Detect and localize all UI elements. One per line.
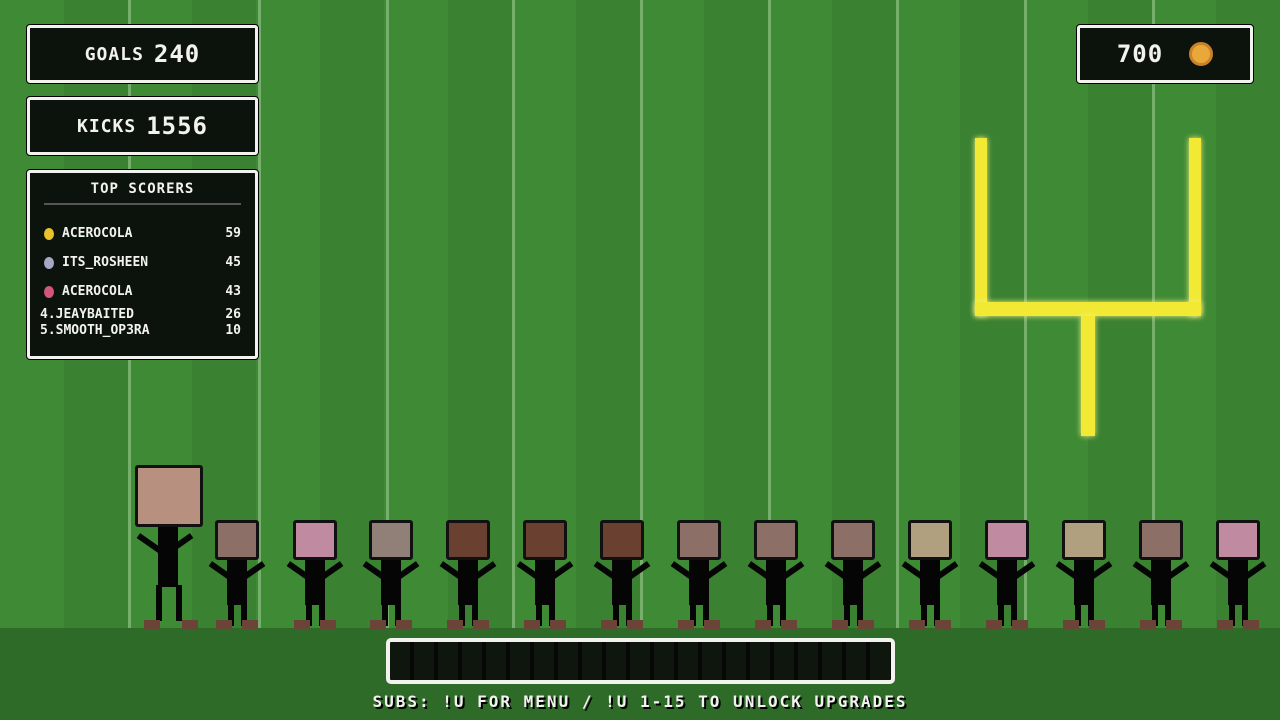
shoe: [1140, 620, 1156, 629]
gold-coin-icon: [1189, 42, 1214, 66]
shoe: [1166, 620, 1182, 629]
player-face: [677, 520, 721, 560]
yard-line: [896, 0, 899, 630]
shoe: [935, 620, 951, 629]
player-face: [523, 520, 567, 560]
player: [978, 520, 1036, 630]
shoe: [144, 620, 160, 629]
scorer-score: 45: [225, 255, 241, 270]
player-face: [831, 520, 875, 560]
goals-label: GOALS: [84, 43, 144, 65]
shoe: [832, 620, 848, 629]
kicks-panel: KICKS 1556: [27, 97, 258, 155]
player: [824, 520, 882, 630]
kicks-value: 1556: [146, 112, 208, 140]
shoe: [320, 620, 336, 629]
shoe: [986, 620, 1002, 629]
kick-progress-bar: [386, 638, 895, 684]
coins-value: 700: [1116, 40, 1164, 68]
shoe: [447, 620, 463, 629]
goals-value: 240: [153, 40, 201, 68]
shoe: [294, 620, 310, 629]
player: [1132, 520, 1190, 630]
shoe: [781, 620, 797, 629]
scorer-name: ACEROCOLA: [62, 284, 133, 299]
medal-icon: [44, 227, 54, 240]
player: [439, 520, 497, 630]
player: [135, 465, 203, 630]
player-face: [600, 520, 644, 560]
scorer-name: ITS_ROSHEEN: [62, 255, 149, 270]
player-face: [1062, 520, 1106, 560]
shoe: [216, 620, 232, 629]
player-face: [908, 520, 952, 560]
scorer-score: 10: [225, 322, 241, 338]
coins-panel: 700: [1077, 25, 1253, 83]
top-scorers-title: TOP SCORERS: [44, 181, 241, 205]
scorer-name: 5.SMOOTH_OP3RA: [40, 322, 150, 338]
shoe: [1217, 620, 1233, 629]
scorer-score: 26: [225, 306, 241, 322]
shoe: [678, 620, 694, 629]
shoe: [1089, 620, 1105, 629]
scorer-score: 43: [225, 284, 241, 299]
goals-panel: GOALS 240: [27, 25, 258, 83]
player-face: [985, 520, 1029, 560]
player: [901, 520, 959, 630]
kicks-label: KICKS: [77, 115, 137, 137]
player-face: [1139, 520, 1183, 560]
player-face: [215, 520, 259, 560]
shoe: [704, 620, 720, 629]
shoe: [242, 620, 258, 629]
instructions-text: SUBS: !U FOR MENU / !U 1-15 TO UNLOCK UP…: [372, 692, 908, 711]
player-face: [293, 520, 337, 560]
yard-line: [768, 0, 771, 630]
player: [208, 520, 266, 630]
shoe: [396, 620, 412, 629]
scorer-name: ACEROCOLA: [62, 226, 133, 241]
player-face: [369, 520, 413, 560]
scorer-row: 5.SMOOTH_OP3RA 10: [40, 322, 241, 338]
top-scorers-panel: TOP SCORERS ACEROCOLA 59 ITS_ROSHEEN 45 ACER…: [27, 170, 258, 359]
yard-line: [640, 0, 643, 630]
shoe: [755, 620, 771, 629]
yard-line: [512, 0, 515, 630]
shoe: [601, 620, 617, 629]
scorer-row: ACEROCOLA 59: [44, 219, 241, 248]
player: [593, 520, 651, 630]
player-face: [135, 465, 203, 527]
player: [670, 520, 728, 630]
shoe: [1063, 620, 1079, 629]
scorer-row: ITS_ROSHEEN 45: [44, 248, 241, 277]
player: [286, 520, 344, 630]
medal-icon: [44, 285, 54, 298]
yard-line: [386, 0, 389, 630]
player-face: [754, 520, 798, 560]
player: [362, 520, 420, 630]
shoe: [182, 620, 198, 629]
yard-line: [258, 0, 261, 630]
shoe: [627, 620, 643, 629]
shoe: [858, 620, 874, 629]
shoe: [1012, 620, 1028, 629]
player: [747, 520, 805, 630]
shoe: [473, 620, 489, 629]
shoe: [370, 620, 386, 629]
shoe: [1243, 620, 1259, 629]
shoe: [909, 620, 925, 629]
scorer-name: 4.JEAYBAITED: [40, 306, 134, 322]
scorer-row: ACEROCOLA 43: [44, 277, 241, 306]
scorer-row: 4.JEAYBAITED 26: [40, 306, 241, 322]
medal-icon: [44, 256, 54, 269]
player: [1055, 520, 1113, 630]
shoe: [550, 620, 566, 629]
player: [1209, 520, 1267, 630]
player-face: [1216, 520, 1260, 560]
player: [516, 520, 574, 630]
player-face: [446, 520, 490, 560]
shoe: [524, 620, 540, 629]
scorer-score: 59: [225, 226, 241, 241]
